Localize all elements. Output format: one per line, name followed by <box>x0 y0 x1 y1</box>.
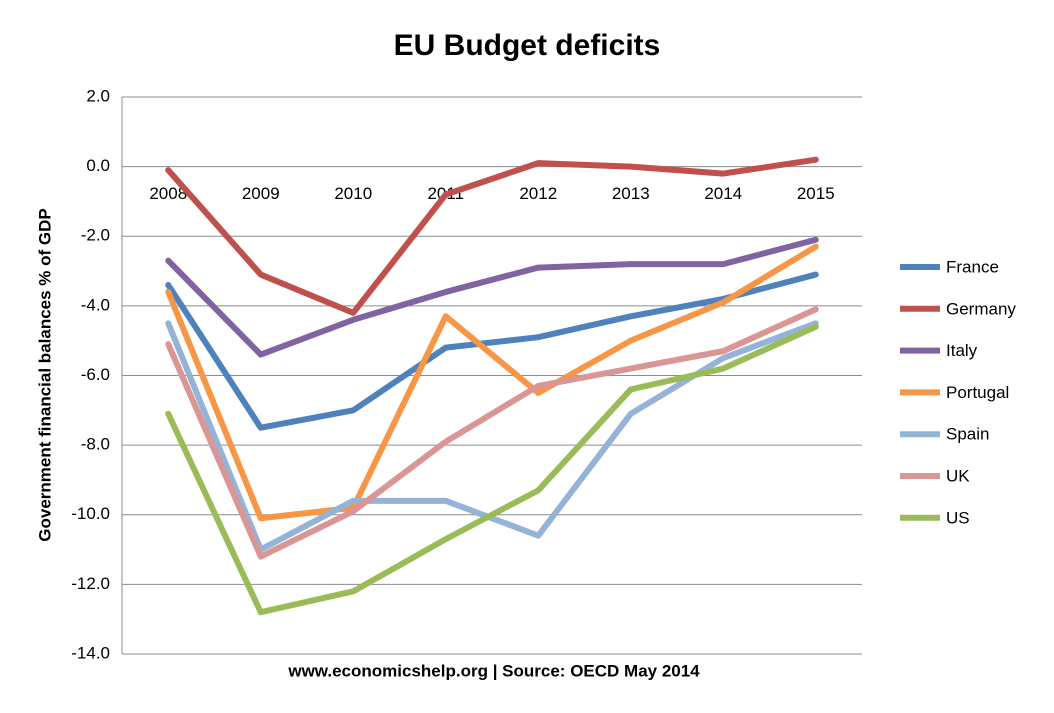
series-line <box>165 323 819 616</box>
legend-label: US <box>946 508 970 527</box>
y-tick-label: -12.0 <box>71 574 110 593</box>
source-note: www.economicshelp.org | Source: OECD May… <box>287 661 700 680</box>
legend-label: Spain <box>946 425 989 444</box>
x-tick-label: 2009 <box>242 184 280 203</box>
y-tick-label: -10.0 <box>71 504 110 523</box>
legend-label: France <box>946 257 999 276</box>
x-tick-label: 2014 <box>704 184 742 203</box>
legend-label: Portugal <box>946 383 1009 402</box>
y-tick-label: -2.0 <box>81 226 110 245</box>
legend-label: UK <box>946 466 970 485</box>
x-tick-label: 2010 <box>334 184 372 203</box>
chart-title: EU Budget deficits <box>394 29 661 62</box>
x-tick-label: 2015 <box>797 184 835 203</box>
x-tick-label: 2008 <box>149 184 187 203</box>
series-line <box>165 271 819 431</box>
series-line <box>165 236 819 358</box>
x-tick-label: 2012 <box>519 184 557 203</box>
x-tick-label: 2013 <box>612 184 650 203</box>
series-line <box>165 320 819 553</box>
y-axis-label: Government financial balances % of GDP <box>35 208 54 541</box>
legend-label: Germany <box>946 299 1016 318</box>
y-tick-label: -14.0 <box>71 643 110 662</box>
y-tick-label: 2.0 <box>86 86 110 105</box>
y-tick-label: -8.0 <box>81 435 110 454</box>
series-line <box>165 306 819 560</box>
legend-label: Italy <box>946 341 978 360</box>
y-tick-label: -6.0 <box>81 365 110 384</box>
y-tick-label: -4.0 <box>81 295 110 314</box>
series-line <box>165 243 819 522</box>
series-line <box>165 156 819 316</box>
y-tick-label: 0.0 <box>86 156 110 175</box>
